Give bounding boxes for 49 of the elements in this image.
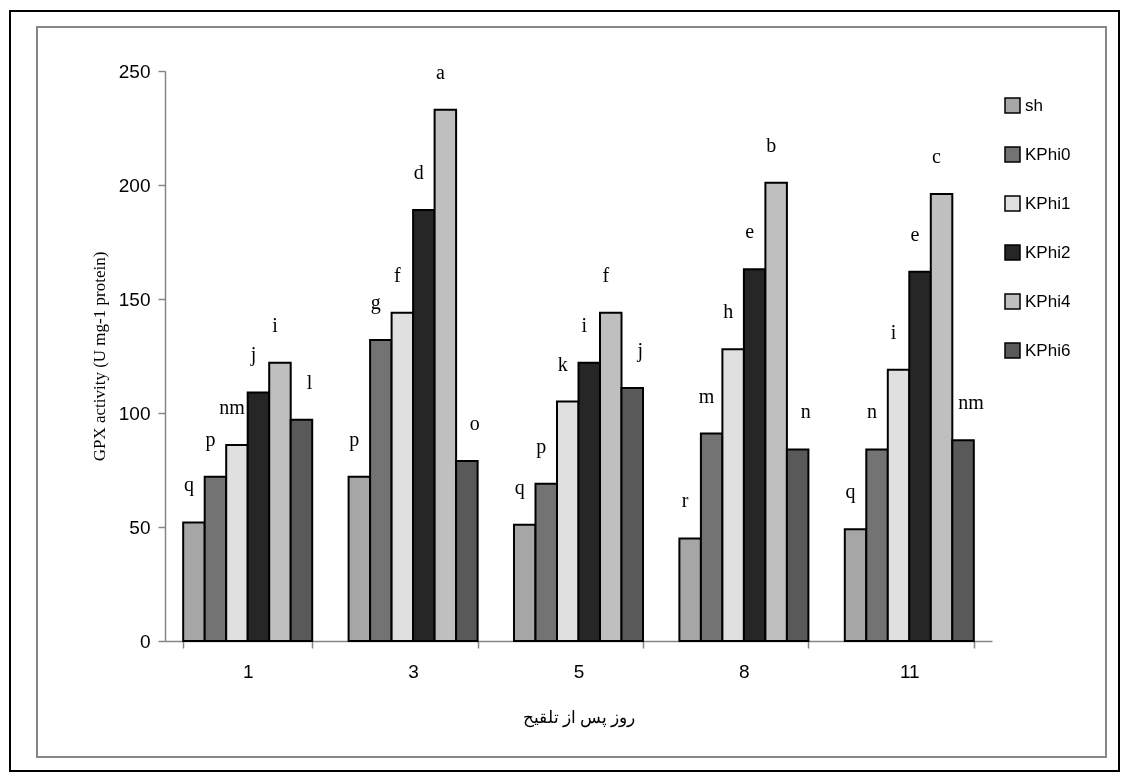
data-label: i	[272, 313, 279, 336]
data-label: e	[745, 220, 755, 243]
y-axis-title: GPX activity (U mg-1 protein)	[89, 251, 109, 462]
data-label: r	[681, 489, 689, 512]
x-tick-label: 5	[573, 660, 585, 682]
data-label: f	[394, 263, 402, 286]
data-label: a	[435, 60, 445, 83]
data-label: nm	[219, 395, 246, 418]
x-tick-label: 3	[408, 660, 419, 682]
legend-label: sh	[1025, 95, 1043, 115]
data-label: p	[536, 434, 547, 458]
x-tick-label: 1	[242, 660, 254, 682]
y-tick-label: 200	[118, 174, 151, 196]
data-label: j	[636, 338, 644, 362]
data-label: p	[349, 427, 360, 451]
legend-label: KPhi2	[1025, 242, 1071, 262]
y-tick-label: 50	[129, 516, 151, 538]
data-label: n	[867, 400, 878, 423]
data-label: e	[910, 222, 920, 245]
data-label: c	[932, 145, 942, 168]
data-label: k	[557, 352, 568, 375]
legend-label: KPhi0	[1025, 144, 1071, 164]
y-tick-label: 100	[118, 402, 151, 424]
data-label: q	[514, 475, 525, 499]
data-label: j	[249, 343, 257, 367]
data-label: h	[723, 300, 734, 323]
x-tick-label: 8	[739, 660, 750, 682]
x-tick-label: 11	[899, 660, 920, 682]
legend-label: KPhi1	[1025, 193, 1071, 213]
data-label: b	[766, 133, 777, 156]
data-label: d	[413, 161, 424, 184]
data-label: nm	[958, 391, 985, 414]
data-label: i	[890, 320, 897, 343]
legend-label: KPhi4	[1025, 291, 1071, 311]
y-tick-label: 0	[139, 630, 151, 652]
data-label: g	[370, 291, 381, 315]
legend-label: KPhi6	[1025, 340, 1071, 360]
x-axis-title: روز پس از تلقیح	[522, 707, 636, 728]
y-tick-label: 150	[118, 288, 151, 310]
data-label: p	[205, 427, 216, 451]
data-label: l	[306, 370, 313, 393]
y-tick-label: 250	[118, 60, 151, 82]
data-label: q	[845, 480, 856, 504]
data-label: n	[800, 400, 811, 423]
data-label: f	[602, 263, 610, 286]
data-label: i	[581, 313, 588, 336]
data-label: o	[469, 411, 480, 434]
data-label: q	[183, 473, 194, 497]
data-label: m	[698, 384, 715, 407]
